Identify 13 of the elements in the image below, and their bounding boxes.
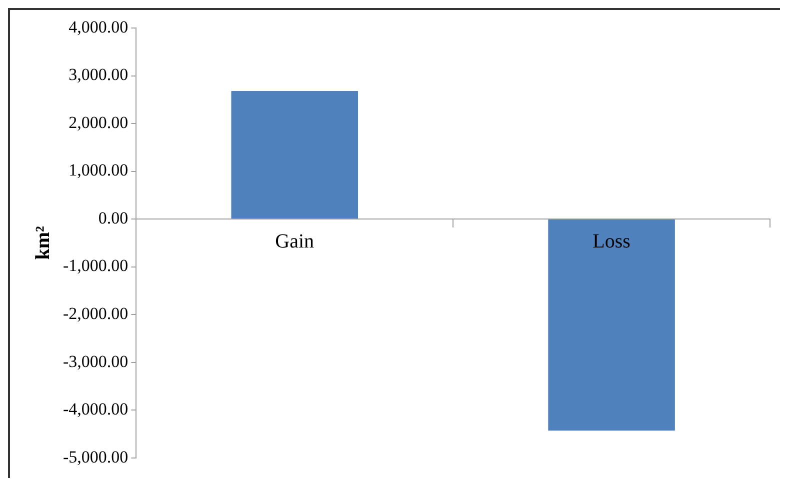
y-tick-label: 3,000.00 <box>68 65 128 84</box>
y-tick-label: -3,000.00 <box>62 352 128 371</box>
y-tick-label: 0.00 <box>98 208 128 228</box>
y-tick-label: -2,000.00 <box>62 304 128 323</box>
y-tick-label: 2,000.00 <box>68 112 128 132</box>
y-tick-label: -5,000.00 <box>62 447 128 466</box>
x-tick-label: Gain <box>275 230 314 252</box>
x-tick-label: Loss <box>592 230 631 252</box>
y-tick-label: 1,000.00 <box>68 160 128 180</box>
y-tick-label: -1,000.00 <box>62 256 128 276</box>
y-tick-label: 4,000.00 <box>68 17 128 36</box>
y-axis-title: km² <box>32 226 54 260</box>
y-tick-label: -4,000.00 <box>62 400 128 419</box>
